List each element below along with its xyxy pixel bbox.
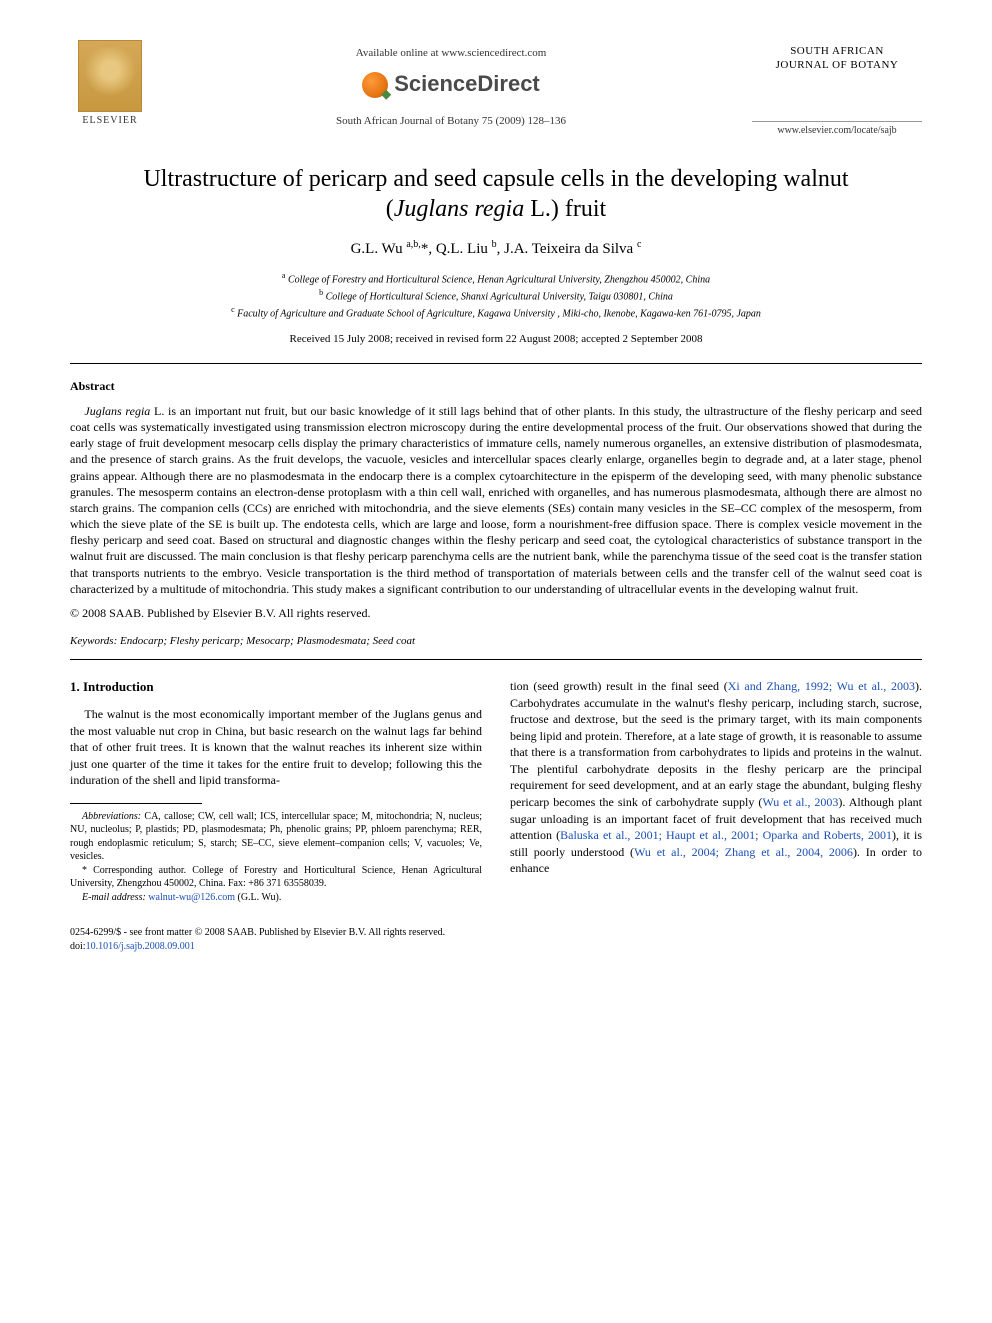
right-column: tion (seed growth) result in the final s… [510, 678, 922, 904]
title-species: Juglans regia [394, 196, 524, 222]
keywords-label: Keywords: [70, 635, 117, 647]
page: ELSEVIER Available online at www.science… [0, 0, 992, 984]
article-title: Ultrastructure of pericarp and seed caps… [70, 164, 922, 224]
ref-link-3[interactable]: Baluska et al., 2001; Haupt et al., 2001… [560, 828, 892, 842]
title-line2-rest: L.) fruit [524, 196, 606, 222]
ref-link-4[interactable]: Wu et al., 2004; Zhang et al., 2004, 200… [634, 845, 853, 859]
doi-link[interactable]: 10.1016/j.sajb.2008.09.001 [86, 941, 195, 952]
email-address[interactable]: walnut-wu@126.com [146, 892, 235, 903]
intro-left-pre: The walnut is the most economically impo… [84, 707, 393, 721]
elsevier-tree-icon [78, 40, 142, 112]
abstract-species: Juglans regia [84, 404, 150, 418]
masthead: ELSEVIER Available online at www.science… [70, 40, 922, 138]
available-online-line: Available online at www.sciencedirect.co… [150, 46, 752, 61]
abstract-text: Juglans regia L. is an important nut fru… [70, 403, 922, 597]
affiliations: a a College of Forestry and Horticultura… [70, 270, 922, 322]
authors-line: G.L. Wu a,b,*, Q.L. Liu b, J.A. Teixeira… [70, 238, 922, 260]
footnote-email: E-mail address: walnut-wu@126.com (G.L. … [70, 891, 482, 905]
affil-a: a a College of Forestry and Horticultura… [70, 270, 922, 287]
journal-name-line1: SOUTH AFRICAN [790, 45, 884, 57]
sciencedirect-ball-icon [362, 72, 388, 98]
intro-heading: 1. Introduction [70, 678, 482, 696]
email-who: (G.L. Wu). [235, 892, 281, 903]
page-footer: 0254-6299/$ - see front matter © 2008 SA… [70, 926, 922, 954]
abstract-heading: Abstract [70, 378, 922, 395]
left-column: 1. Introduction The walnut is the most e… [70, 678, 482, 904]
copyright-line: © 2008 SAAB. Published by Elsevier B.V. … [70, 605, 922, 622]
front-matter-line: 0254-6299/$ - see front matter © 2008 SA… [70, 926, 922, 940]
journal-url: www.elsevier.com/locate/sajb [752, 124, 922, 138]
title-paren-open: ( [386, 196, 394, 222]
intro-left-genus: Juglans [393, 707, 429, 721]
journal-reference: South African Journal of Botany 75 (2009… [150, 114, 752, 129]
ref-link-1[interactable]: Xi and Zhang, 1992; Wu et al., 2003 [728, 679, 915, 693]
abbrev-label: Abbreviations: [82, 811, 141, 822]
affil-b: b College of Horticultural Science, Shan… [70, 287, 922, 304]
rule-top [70, 363, 922, 364]
publisher-name: ELSEVIER [82, 114, 137, 128]
sciencedirect-logo: ScienceDirect [150, 69, 752, 100]
doi-line: doi:10.1016/j.sajb.2008.09.001 [70, 940, 922, 954]
r1-mid: ). Carbohydrates accumulate in the walnu… [510, 679, 922, 809]
journal-name: SOUTH AFRICAN JOURNAL OF BOTANY [752, 44, 922, 73]
ref-link-2[interactable]: Wu et al., 2003 [762, 795, 838, 809]
title-line1: Ultrastructure of pericarp and seed caps… [143, 166, 848, 192]
intro-para-right: tion (seed growth) result in the final s… [510, 678, 922, 877]
sciencedirect-text: ScienceDirect [394, 69, 540, 100]
center-header: Available online at www.sciencedirect.co… [150, 40, 752, 130]
article-dates: Received 15 July 2008; received in revis… [70, 332, 922, 347]
r1-pre: tion (seed growth) result in the final s… [510, 679, 728, 693]
doi-label: doi: [70, 941, 86, 952]
footnote-corresp: * Corresponding author. College of Fores… [70, 864, 482, 891]
intro-para-left: The walnut is the most economically impo… [70, 706, 482, 789]
journal-name-line2: JOURNAL OF BOTANY [776, 59, 899, 71]
footnote-abbrev: Abbreviations: CA, callose; CW, cell wal… [70, 810, 482, 864]
abstract-main: L. is an important nut fruit, but our ba… [70, 404, 922, 596]
keywords-text: Endocarp; Fleshy pericarp; Mesocarp; Pla… [117, 635, 415, 647]
footnotes: Abbreviations: CA, callose; CW, cell wal… [70, 810, 482, 905]
journal-title-block: SOUTH AFRICAN JOURNAL OF BOTANY www.else… [752, 40, 922, 138]
affil-c: c Faculty of Agriculture and Graduate Sc… [70, 304, 922, 321]
publisher-block: ELSEVIER [70, 40, 150, 128]
footnote-divider [70, 803, 202, 804]
body-columns: 1. Introduction The walnut is the most e… [70, 678, 922, 904]
keywords-line: Keywords: Endocarp; Fleshy pericarp; Mes… [70, 634, 922, 649]
rule-bottom [70, 659, 922, 660]
email-label: E-mail address: [82, 892, 146, 903]
divider [752, 121, 922, 122]
